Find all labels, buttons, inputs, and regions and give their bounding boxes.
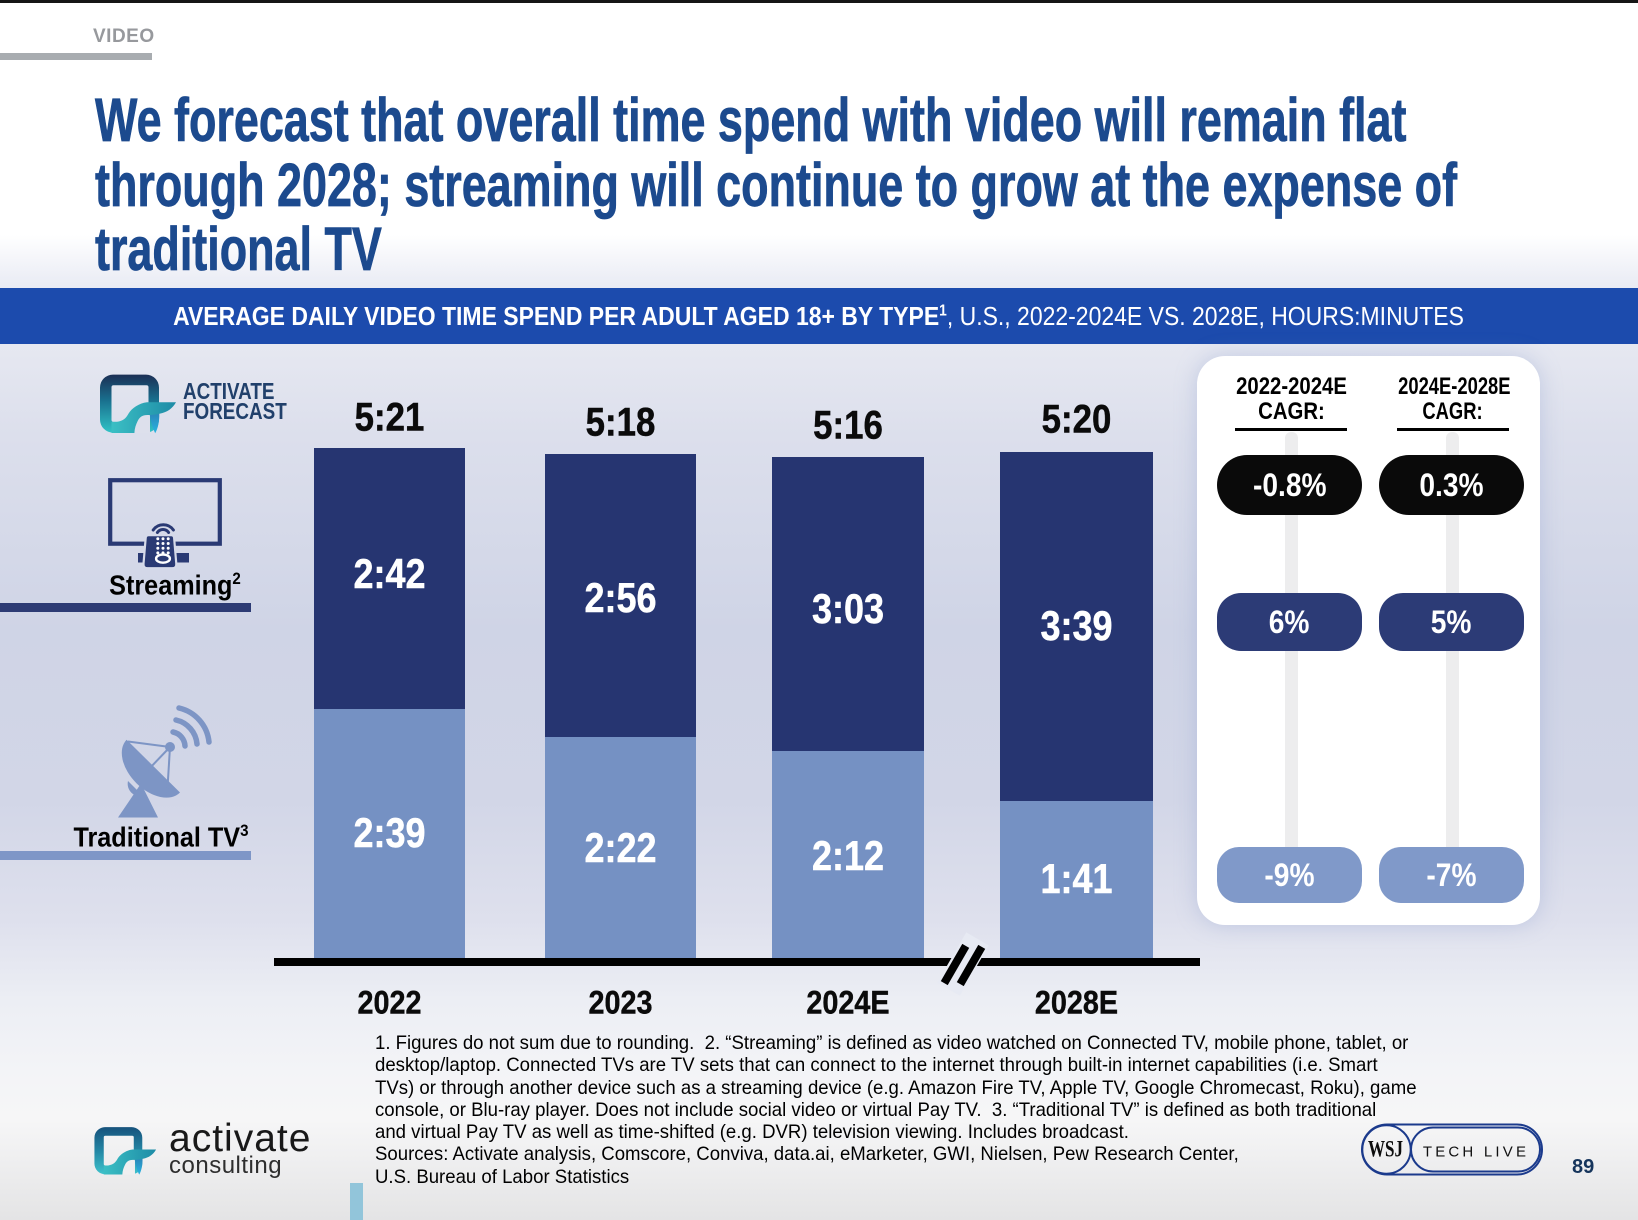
svg-text:TECH LIVE: TECH LIVE xyxy=(1423,1144,1529,1161)
svg-text:WSJ: WSJ xyxy=(1368,1137,1403,1162)
